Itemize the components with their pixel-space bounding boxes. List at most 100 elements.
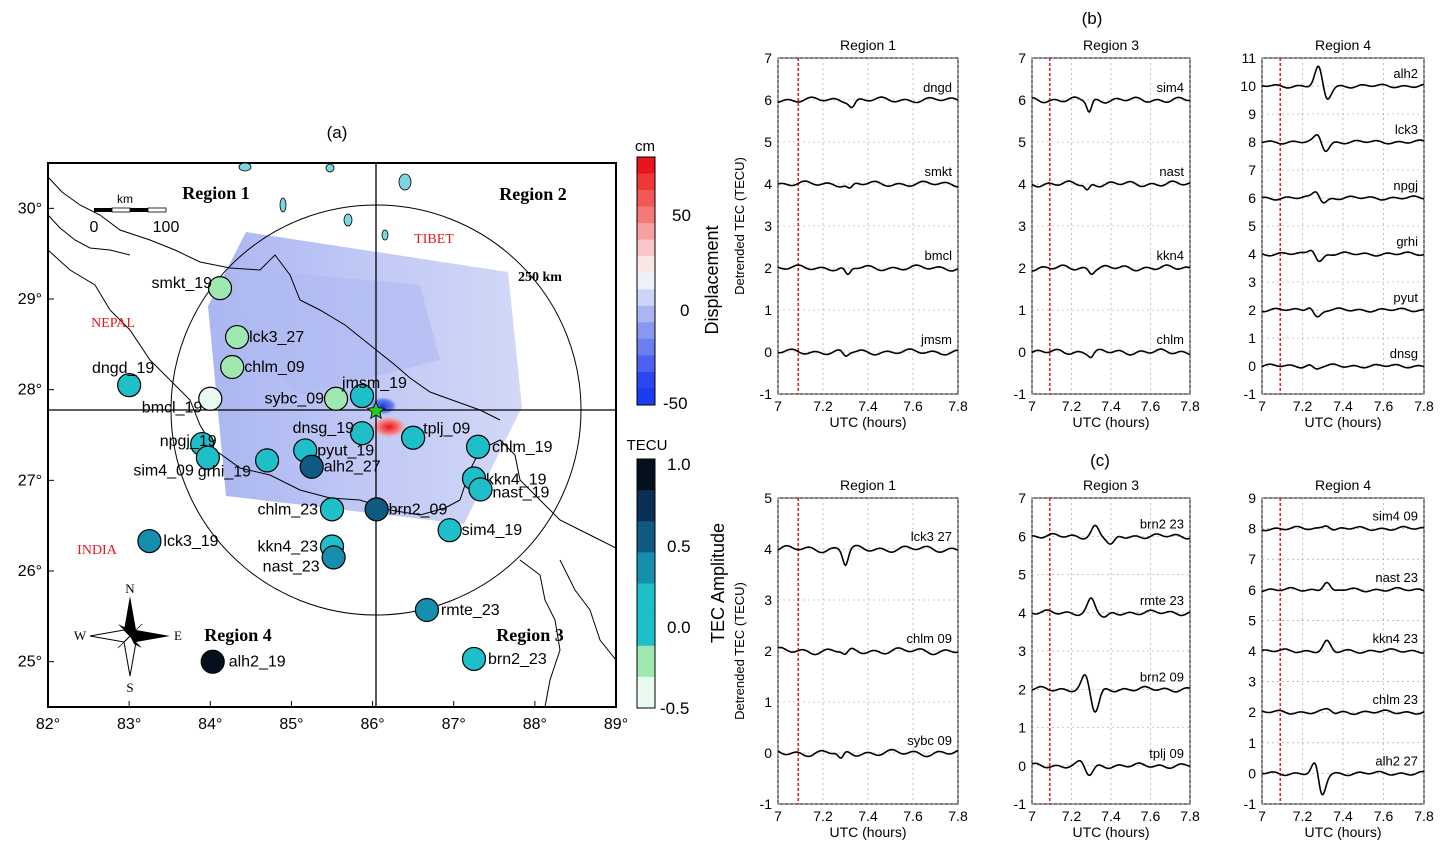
series-label: tplj 09 [1149,746,1184,761]
uplift-spot [371,416,407,438]
y-tick-label: 9 [1248,490,1256,506]
y-tick-label: 1 [1248,330,1256,346]
station-label: lck3_19 [163,533,218,550]
lake [279,197,287,213]
x-tick-label: 7.6 [1374,808,1394,824]
series-line [777,264,959,276]
series-line [1031,674,1191,714]
station-label: grhi_19 [198,463,251,480]
station-marker [364,497,389,522]
series-label: dngd [923,80,952,95]
series-line [777,748,959,759]
disp-swatch [637,289,655,307]
series-label: sim4 [1157,80,1184,95]
series-line [1261,707,1425,716]
y-tick-label: 5 [1248,612,1256,628]
lat-tick-label: 30° [18,200,42,217]
nepal-tibet-border [48,176,501,421]
series-line [1031,348,1191,359]
series-line [1261,249,1425,263]
series-label: chlm 23 [1372,692,1418,707]
displacement-title: Displacement [702,225,722,334]
disp-swatch [637,305,655,323]
series-label: npgj [1393,178,1418,193]
y-tick-label: 4 [1018,176,1026,192]
region-1-label: Region 1 [182,183,250,203]
disp-tick-50: 50 [672,206,691,225]
station-label: nast_19 [492,484,549,501]
y-tick-label: 6 [1018,92,1026,108]
series-label: nast [1159,164,1184,179]
disp-swatch [637,388,655,406]
tec-subplot: 7 7.2 7.4 7.6 7.8 5 4 3 2 1 0 -1 lck3 27 chlm 09 sybc … [732,477,968,840]
y-tick-label: 0 [764,344,772,360]
lake [343,213,353,227]
tec-tick-neg05: -0.5 [660,699,689,718]
x-tick-label: 7.6 [1141,808,1161,824]
y-tick-label: -1 [1244,796,1257,812]
station-label: smkt_19 [152,275,213,292]
station-marker [207,276,233,301]
station-marker [468,477,493,502]
displacement-unit: cm [635,138,655,155]
x-tick-label: 7 [774,808,782,824]
east-border [559,559,616,661]
displacement-colorbar: cm 50 0 -50 Displacement [635,138,722,413]
x-tick-label: 7 [1028,808,1036,824]
series-label: lck3 27 [911,529,952,544]
station-marker [349,421,375,446]
y-tick-label: 5 [1018,567,1026,583]
x-axis-label: UTC (hours) [1304,414,1381,430]
station-label: chlm_19 [492,439,553,456]
station-marker [137,528,162,554]
y-tick-label: 10 [1240,78,1256,94]
disp-swatch [637,190,655,208]
tec-plots: 7 7.2 7.4 7.6 7.876543210-1dngdsmktbmcljmsmR… [732,37,1434,840]
y-axis-label: Detrended TEC (TECU) [732,582,747,720]
y-tick-label: 2 [1248,302,1256,318]
station-marker [195,445,220,470]
series-line [1261,307,1424,318]
bangladesh-border [519,559,561,707]
y-tick-label: 0 [1248,765,1256,781]
y-tick-label: 2 [1248,704,1256,720]
station-marker [319,497,345,522]
series-label: alh2 [1393,66,1418,81]
lon-tick-label: 82° [36,716,60,733]
series-line [1261,363,1425,370]
station-marker [299,454,324,479]
tec-swatch [637,614,655,647]
country-nepal: NEPAL [91,316,135,331]
compass-rose: N S E W [74,581,182,695]
y-tick-label: 7 [764,50,772,66]
x-axis-label: UTC (hours) [829,824,906,840]
x-tick-label: 7.2 [1293,398,1313,414]
station-label: alh2_27 [324,459,381,476]
x-tick-label: 7.4 [858,398,878,414]
series-line [777,348,958,357]
station-marker [349,383,375,409]
tec-swatch [637,490,655,522]
tec-subplot: 7 7.2 7.4 7.6 7.8 7 6 5 4 3 2 1 0 -1 brn2 23 rmte 23 brn… [1014,477,1200,840]
station-label: kkn4_19 [486,472,547,489]
disp-swatch [637,206,655,224]
y-tick-label: 2 [1018,681,1026,697]
station-marker [414,597,440,623]
map-panel: (a) [18,123,628,733]
y-tick-label: 7 [1018,490,1026,506]
y-tick-label: 4 [1018,605,1026,621]
tec-colorbar: TECU 1.0 0.5 0.0 -0.5 TEC Amplitude [627,437,728,718]
y-tick-label: 6 [1018,528,1026,544]
lat-tick-label: 26° [18,563,42,580]
station-marker [117,373,142,398]
y-tick-label: 2 [764,643,772,659]
y-tick-label: 6 [1248,582,1256,598]
y-tick-label: 1 [764,694,772,710]
x-tick-label: 7.8 [948,808,968,824]
series-label: chlm 09 [906,631,952,646]
disp-tick-neg50: -50 [663,394,688,413]
series-label: dnsg [1390,346,1418,361]
x-tick-label: 7.8 [1180,808,1200,824]
station-marker [198,386,223,411]
disp-swatch [637,272,655,290]
